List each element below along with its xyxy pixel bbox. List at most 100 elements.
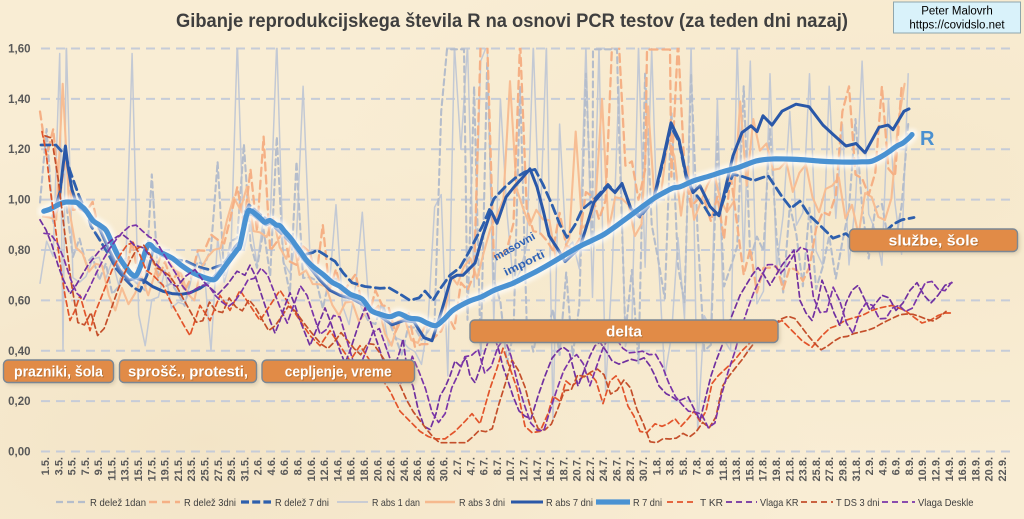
svg-text:Vlaga KR: Vlaga KR [760, 497, 799, 509]
svg-text:28.7.: 28.7. [625, 457, 637, 481]
svg-text:11.8.: 11.8. [718, 457, 730, 481]
svg-text:12.6.: 12.6. [319, 457, 331, 481]
svg-text:3.8.: 3.8. [665, 457, 677, 475]
svg-text:R delež 3dni: R delež 3dni [184, 497, 236, 509]
svg-text:26.7.: 26.7. [612, 457, 624, 481]
svg-text:6.7.: 6.7. [479, 457, 491, 475]
svg-text:16.6.: 16.6. [346, 457, 358, 481]
svg-text:1,20: 1,20 [8, 144, 30, 156]
svg-text:službe, šole: službe, šole [889, 233, 979, 249]
svg-text:22.7.: 22.7. [585, 457, 597, 481]
svg-text:cepljenje, vreme: cepljenje, vreme [285, 364, 392, 380]
svg-text:24.7.: 24.7. [598, 457, 610, 481]
svg-text:28.6.: 28.6. [426, 457, 438, 481]
svg-text:T DS 3 dni: T DS 3 dni [836, 497, 880, 509]
svg-text:4.6.: 4.6. [266, 457, 278, 475]
svg-text:5.8.: 5.8. [678, 457, 690, 475]
svg-text:30.7.: 30.7. [638, 457, 650, 481]
svg-text:6.9.: 6.9. [891, 457, 903, 475]
svg-text:30.6.: 30.6. [439, 457, 451, 481]
svg-text:0,00: 0,00 [8, 447, 30, 459]
svg-text:prazniki, šola: prazniki, šola [14, 364, 104, 380]
svg-text:27.5.: 27.5. [213, 457, 225, 481]
svg-text:21.5.: 21.5. [173, 457, 185, 481]
svg-text:Peter Malovrh: Peter Malovrh [921, 6, 993, 18]
svg-text:19.5.: 19.5. [160, 457, 172, 481]
svg-text:R delež 7 dni: R delež 7 dni [275, 497, 329, 509]
svg-text:29.8.: 29.8. [838, 457, 850, 481]
svg-text:R: R [920, 128, 935, 150]
svg-text:27.8.: 27.8. [824, 457, 836, 481]
svg-text:1.5.: 1.5. [40, 457, 52, 475]
svg-text:R 7 dni: R 7 dni [633, 497, 662, 509]
svg-text:delta: delta [606, 324, 643, 340]
svg-text:Vlaga Deskle: Vlaga Deskle [918, 497, 974, 509]
svg-text:16.7.: 16.7. [545, 457, 557, 481]
svg-text:sprošč., protesti,: sprošč., protesti, [129, 365, 249, 381]
svg-text:10.6.: 10.6. [306, 457, 318, 481]
svg-text:0,40: 0,40 [8, 346, 30, 358]
svg-text:0,60: 0,60 [8, 295, 30, 307]
svg-text:29.5.: 29.5. [226, 457, 238, 481]
svg-text:sprošč., protesti,: sprošč., protesti, [128, 364, 248, 380]
svg-text:22.9.: 22.9. [997, 457, 1009, 481]
svg-text:25.5.: 25.5. [200, 457, 212, 481]
svg-text:T KR: T KR [700, 497, 723, 509]
svg-text:Gibanje reprodukcijskega števi: Gibanje reprodukcijskega števila R na os… [176, 10, 848, 32]
svg-text:14.9.: 14.9. [944, 457, 956, 481]
svg-text:14.7.: 14.7. [532, 457, 544, 481]
svg-text:21.8.: 21.8. [784, 457, 796, 481]
svg-text:15.8.: 15.8. [745, 457, 757, 481]
svg-text:1,00: 1,00 [8, 195, 30, 207]
svg-text:7.8.: 7.8. [691, 457, 703, 475]
svg-text:cepljenje, vreme: cepljenje, vreme [286, 365, 393, 381]
svg-text:23.8.: 23.8. [798, 457, 810, 481]
svg-text:R abs 3 dni: R abs 3 dni [459, 497, 505, 509]
svg-text:R delež 1dan: R delež 1dan [90, 497, 146, 509]
svg-text:2.6.: 2.6. [253, 457, 265, 475]
svg-text:8.7.: 8.7. [492, 457, 504, 475]
svg-text:18.6.: 18.6. [359, 457, 371, 481]
svg-text:13.8.: 13.8. [731, 457, 743, 481]
svg-text:12.9.: 12.9. [931, 457, 943, 481]
svg-text:16.9.: 16.9. [957, 457, 969, 481]
svg-text:2.9.: 2.9. [864, 457, 876, 475]
svg-text:8.9.: 8.9. [904, 457, 916, 475]
svg-text:17.8.: 17.8. [758, 457, 770, 481]
svg-text:20.7.: 20.7. [572, 457, 584, 481]
svg-text:19.8.: 19.8. [771, 457, 783, 481]
svg-text:prazniki, šola: prazniki, šola [15, 365, 105, 381]
svg-text:31.5.: 31.5. [239, 457, 251, 481]
svg-text:10.9.: 10.9. [917, 457, 929, 481]
svg-text:1.8.: 1.8. [651, 457, 663, 475]
svg-text:6.6.: 6.6. [279, 457, 291, 475]
svg-text:15.5.: 15.5. [133, 457, 145, 481]
svg-text:1,40: 1,40 [8, 94, 30, 106]
svg-text:2.7.: 2.7. [452, 457, 464, 475]
svg-text:R abs 1 dan: R abs 1 dan [372, 497, 420, 509]
svg-text:3.5.: 3.5. [53, 457, 65, 475]
svg-text:službe, šole: službe, šole [889, 234, 979, 250]
svg-text:23.5.: 23.5. [186, 457, 198, 481]
svg-text:5.5.: 5.5. [67, 457, 79, 475]
svg-text:18.9.: 18.9. [970, 457, 982, 481]
svg-text:delta: delta [607, 325, 644, 341]
svg-text:26.6.: 26.6. [412, 457, 424, 481]
svg-text:R abs 7 dni: R abs 7 dni [546, 497, 593, 509]
svg-text:9.8.: 9.8. [705, 457, 717, 475]
svg-text:https://covidslo.net: https://covidslo.net [909, 20, 1005, 32]
svg-text:4.7.: 4.7. [465, 457, 477, 475]
svg-text:1,60: 1,60 [8, 44, 30, 56]
svg-text:4.9.: 4.9. [877, 457, 889, 475]
svg-text:18.7.: 18.7. [558, 457, 570, 481]
svg-text:11.5.: 11.5. [107, 457, 119, 481]
svg-text:14.6.: 14.6. [332, 457, 344, 481]
svg-text:13.5.: 13.5. [120, 457, 132, 481]
svg-text:8.6.: 8.6. [293, 457, 305, 475]
svg-text:0,80: 0,80 [8, 245, 30, 257]
svg-text:22.6.: 22.6. [386, 457, 398, 481]
svg-text:20.9.: 20.9. [984, 457, 996, 481]
svg-text:24.6.: 24.6. [399, 457, 411, 481]
svg-text:7.5.: 7.5. [80, 457, 92, 475]
svg-text:12.7.: 12.7. [519, 457, 531, 481]
